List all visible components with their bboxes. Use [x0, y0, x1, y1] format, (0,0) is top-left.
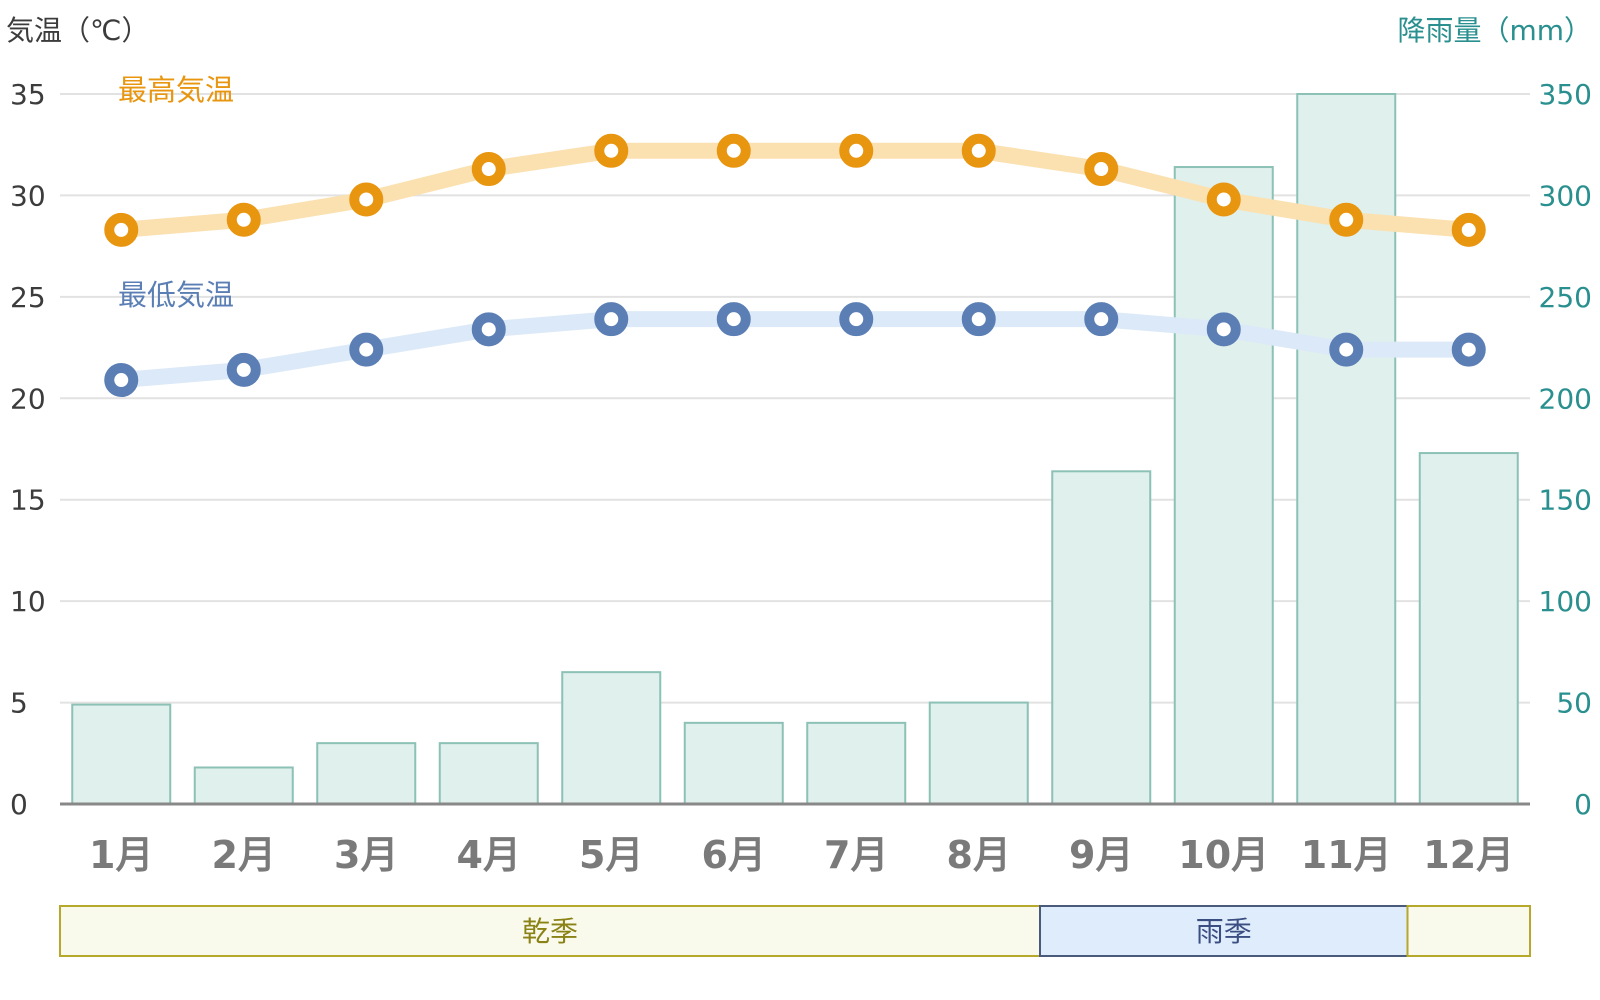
data-point-min — [716, 302, 751, 337]
data-point-max — [1206, 182, 1241, 217]
rainfall-bar — [928, 701, 1029, 805]
data-point-max — [839, 133, 874, 168]
season-label: 乾季 — [522, 915, 578, 948]
rainfall-bar — [1051, 470, 1152, 805]
rainfall-bar — [1296, 93, 1397, 805]
data-point-min — [226, 352, 261, 387]
left-tick-label: 15 — [10, 484, 46, 517]
left-tick-label: 30 — [10, 179, 46, 212]
left-tick-label: 20 — [10, 382, 46, 415]
temperature-lines — [104, 133, 1486, 398]
rainfall-bars — [71, 93, 1519, 806]
left-axis-ticks: 0 5 10 15 20 25 30 35 — [10, 78, 46, 821]
rainfall-bar — [806, 721, 907, 805]
data-point-max — [594, 133, 629, 168]
left-tick-label: 5 — [10, 687, 28, 720]
rainfall-bar — [438, 742, 539, 806]
data-point-min — [1084, 302, 1119, 337]
month-label: 9月 — [1069, 833, 1133, 877]
month-label: 10月 — [1178, 833, 1269, 877]
month-label: 2月 — [212, 833, 276, 877]
month-label: 4月 — [457, 833, 521, 877]
data-point-max — [349, 182, 384, 217]
series-label-max-temp: 最高気温 — [118, 73, 234, 107]
month-label: 6月 — [702, 833, 766, 877]
rainfall-bar — [193, 766, 294, 806]
rainfall-bar — [1173, 166, 1274, 805]
right-tick-label: 200 — [1539, 382, 1592, 415]
left-tick-label: 25 — [10, 281, 46, 314]
right-tick-label: 100 — [1539, 585, 1592, 618]
right-tick-label: 350 — [1539, 78, 1592, 111]
data-point-min — [104, 363, 139, 398]
season-segment — [1406, 905, 1531, 957]
data-point-min — [1451, 332, 1486, 367]
season-label: 雨季 — [1196, 915, 1252, 948]
data-point-min — [1206, 312, 1241, 347]
data-point-min — [349, 332, 384, 367]
rainfall-bar — [316, 742, 417, 806]
right-tick-label: 50 — [1556, 687, 1592, 720]
data-point-min — [961, 302, 996, 337]
series-line-max — [113, 142, 1477, 238]
month-label: 7月 — [824, 833, 888, 877]
data-point-max — [104, 212, 139, 247]
left-tick-label: 35 — [10, 78, 46, 111]
series-label-min-temp: 最低気温 — [118, 278, 234, 312]
right-axis-title: 降雨量（mm） — [1397, 14, 1592, 47]
season-segment — [1039, 905, 1409, 957]
month-label: 8月 — [947, 833, 1011, 877]
series-line-min — [113, 311, 1477, 389]
rainfall-bar — [1418, 452, 1519, 805]
rainfall-bar — [71, 703, 172, 805]
rainfall-bar — [683, 721, 784, 805]
right-tick-label: 300 — [1539, 179, 1592, 212]
season-band: 乾季 雨季 — [59, 905, 1531, 957]
data-point-min — [1329, 332, 1364, 367]
left-tick-label: 10 — [10, 585, 46, 618]
data-point-max — [1329, 202, 1364, 237]
data-point-max — [1451, 212, 1486, 247]
right-axis-ticks: 0 50 100 150 200 250 300 350 — [1539, 78, 1592, 821]
left-tick-label: 0 — [10, 788, 28, 821]
right-tick-label: 150 — [1539, 484, 1592, 517]
right-tick-label: 250 — [1539, 281, 1592, 314]
rainfall-bar — [561, 671, 662, 806]
data-point-max — [961, 133, 996, 168]
left-axis-title: 気温（℃） — [6, 14, 149, 47]
right-tick-label: 0 — [1574, 788, 1592, 821]
data-point-max — [716, 133, 751, 168]
data-point-max — [226, 202, 261, 237]
month-label: 5月 — [579, 833, 643, 877]
grid-lines — [60, 93, 1530, 704]
data-point-max — [471, 152, 506, 187]
month-label: 3月 — [334, 833, 398, 877]
month-label: 12月 — [1423, 833, 1514, 877]
data-point-min — [471, 312, 506, 347]
data-point-max — [1084, 152, 1119, 187]
x-axis-month-labels: 1月 2月 3月 4月 5月 6月 7月 8月 9月 10月 11月 12月 — [89, 833, 1514, 877]
month-label: 11月 — [1301, 833, 1392, 877]
month-label: 1月 — [89, 833, 153, 877]
data-point-min — [839, 302, 874, 337]
data-point-min — [594, 302, 629, 337]
